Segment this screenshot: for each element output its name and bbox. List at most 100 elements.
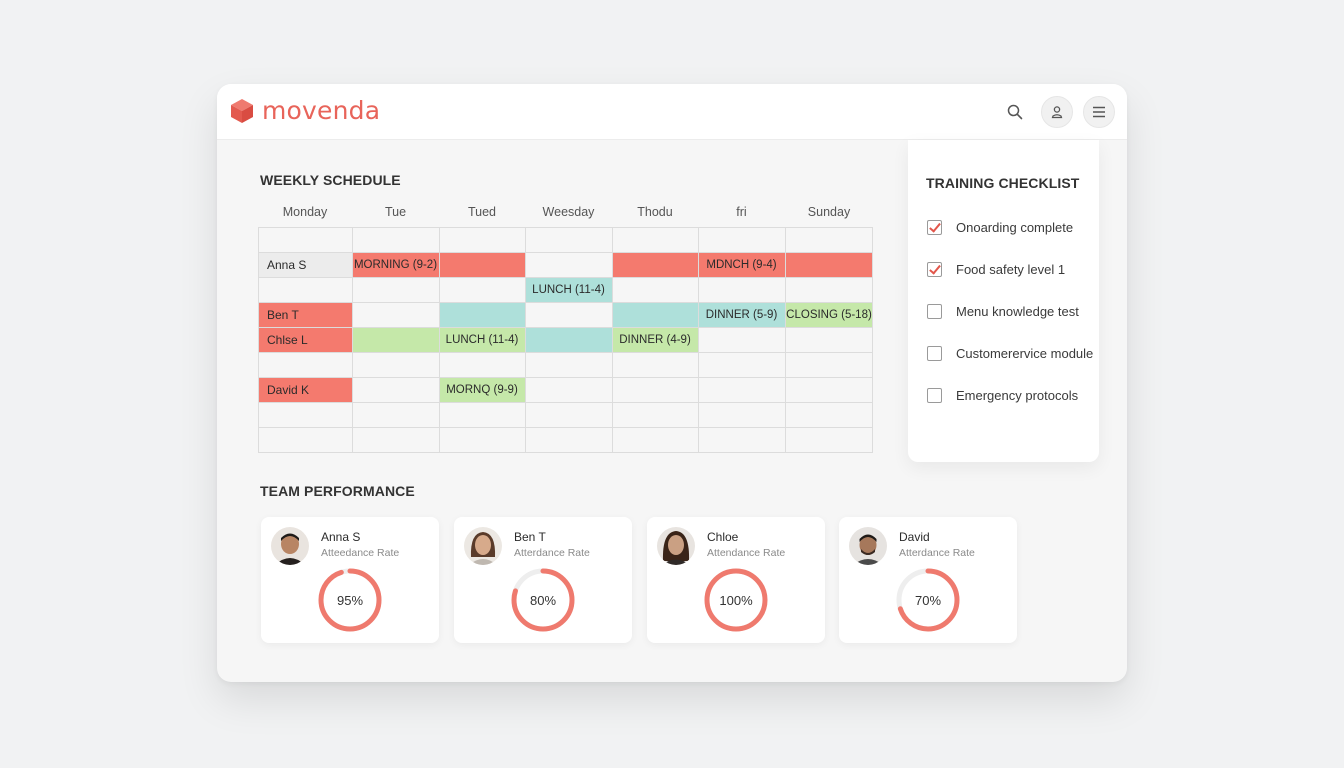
brand-name: movenda [262,96,381,125]
shift-chloe-mon[interactable] [352,327,439,352]
day-header-fri: fri [736,205,747,219]
user-icon [1051,106,1063,119]
avatar [464,527,502,565]
profile-button[interactable] [1041,96,1073,128]
grid-line [785,227,786,453]
grid-line [439,227,440,453]
checklist-item-label: Food safety level 1 [956,262,1066,277]
checkbox[interactable] [927,262,942,277]
shift-anna-fri[interactable]: MDNCH (9-4) [698,252,785,277]
checklist-item-label: Emergency protocols [956,388,1079,403]
performer-name: Anna S [321,530,361,544]
grid-line [258,377,873,378]
day-header-tue: Tue [384,205,407,219]
grid-line [352,227,353,453]
grid-line [258,227,259,453]
checkbox[interactable] [927,220,942,235]
schedule-title: WEEKLY SCHEDULE [260,172,401,188]
grid-line [612,227,613,453]
shift-ben-tue[interactable] [439,302,525,327]
shift-anna-sun[interactable] [785,252,873,277]
schedule-grid: Anna S MORNING (9-2) MDNCH (9-4) LUNCH (… [258,227,873,453]
day-header-tued: Tued [467,205,497,219]
attendance-value: 70% [914,592,942,608]
performance-card[interactable]: Chloe Attendance Rate 100% [647,517,825,643]
checklist-item[interactable]: Customerervice module [927,346,1093,361]
checkbox[interactable] [927,304,942,319]
search-icon [1007,104,1023,120]
shift-chloe-tue[interactable]: LUNCH (11-4) [439,327,525,352]
day-header-thodu: Thodu [637,205,673,219]
performance-card[interactable]: David Atterdance Rate 70% [839,517,1017,643]
schedule-row-name-ben: Ben T [258,302,352,327]
grid-line [258,452,873,453]
grid-line [258,277,873,278]
day-header-sunday: Sunday [807,205,851,219]
checklist-item[interactable]: Food safety level 1 [927,262,1065,277]
avatar [849,527,887,565]
schedule-day-headers: Monday Tue Tued Weesday Thodu fri Sunday [258,205,873,221]
attendance-ring [704,568,768,632]
checklist-item[interactable]: Onoarding complete [927,220,1073,235]
grid-line [258,352,873,353]
checklist-title: TRAINING CHECKLIST [926,175,1080,191]
performance-title: TEAM PERFORMANCE [260,483,415,499]
grid-line [258,427,873,428]
attendance-value: 80% [529,592,557,608]
performer-name: David [899,530,930,544]
menu-button[interactable] [1083,96,1115,128]
grid-line [258,302,873,303]
grid-line [258,227,873,228]
schedule-row-name-anna: Anna S [258,252,352,277]
shift-ben-sun[interactable]: CLOSING (5-18) [785,302,873,327]
checklist-item-label: Customerervice module [956,346,1094,361]
performance-card[interactable]: Anna S Atteedance Rate 95% [261,517,439,643]
grid-line [525,227,526,453]
attendance-ring [511,568,575,632]
shift-ben-fri[interactable]: DINNER (5-9) [698,302,785,327]
grid-line [258,402,873,403]
shift-lunch-wed[interactable]: LUNCH (11-4) [525,277,612,302]
performer-name: Chloe [707,530,739,544]
checklist-item-label: Onoarding complete [956,220,1074,235]
checkbox[interactable] [927,346,942,361]
shift-chloe-thu[interactable]: DINNER (4-9) [612,327,698,352]
checklist-item[interactable]: Emergency protocols [927,388,1078,403]
day-header-weesday: Weesday [542,205,595,219]
schedule-row-name-david: David K [258,377,352,402]
attendance-ring [318,568,382,632]
attendance-value: 100% [719,592,753,608]
avatar [271,527,309,565]
shift-ben-thu[interactable] [612,302,698,327]
menu-icon [1093,106,1105,118]
logo[interactable]: movenda [230,98,380,124]
training-checklist-panel: TRAINING CHECKLIST Onoarding complete Fo… [908,140,1099,462]
performer-metric-label: Atterdance Rate [514,547,590,559]
top-actions [989,96,1115,128]
shift-anna-mon[interactable]: MORNING (9-2) [352,252,439,277]
shift-anna-thu[interactable] [612,252,698,277]
schedule-row-name-chloe: Chlse L [258,327,352,352]
performer-metric-label: Attendance Rate [707,547,786,559]
checklist-item-label: Menu knowledge test [956,304,1079,319]
grid-line [258,327,873,328]
grid-line [698,227,699,453]
avatar [657,527,695,565]
grid-line [258,252,873,253]
shift-david-tue[interactable]: MORNQ (9-9) [439,377,525,402]
shift-anna-tue[interactable] [439,252,525,277]
performer-name: Ben T [514,530,546,544]
performer-metric-label: Atterdance Rate [899,547,975,559]
performer-metric-label: Atteedance Rate [321,547,400,559]
checklist-item[interactable]: Menu knowledge test [927,304,1079,319]
day-header-monday: Monday [282,205,328,219]
checkbox[interactable] [927,388,942,403]
attendance-value: 95% [336,592,364,608]
shift-chloe-wed[interactable] [525,327,612,352]
attendance-ring [896,568,960,632]
search-button[interactable] [999,96,1031,128]
grid-line [872,227,873,453]
performance-card[interactable]: Ben T Atterdance Rate 80% [454,517,632,643]
logo-cube-icon [231,99,253,123]
app-window: movenda [217,84,1127,682]
